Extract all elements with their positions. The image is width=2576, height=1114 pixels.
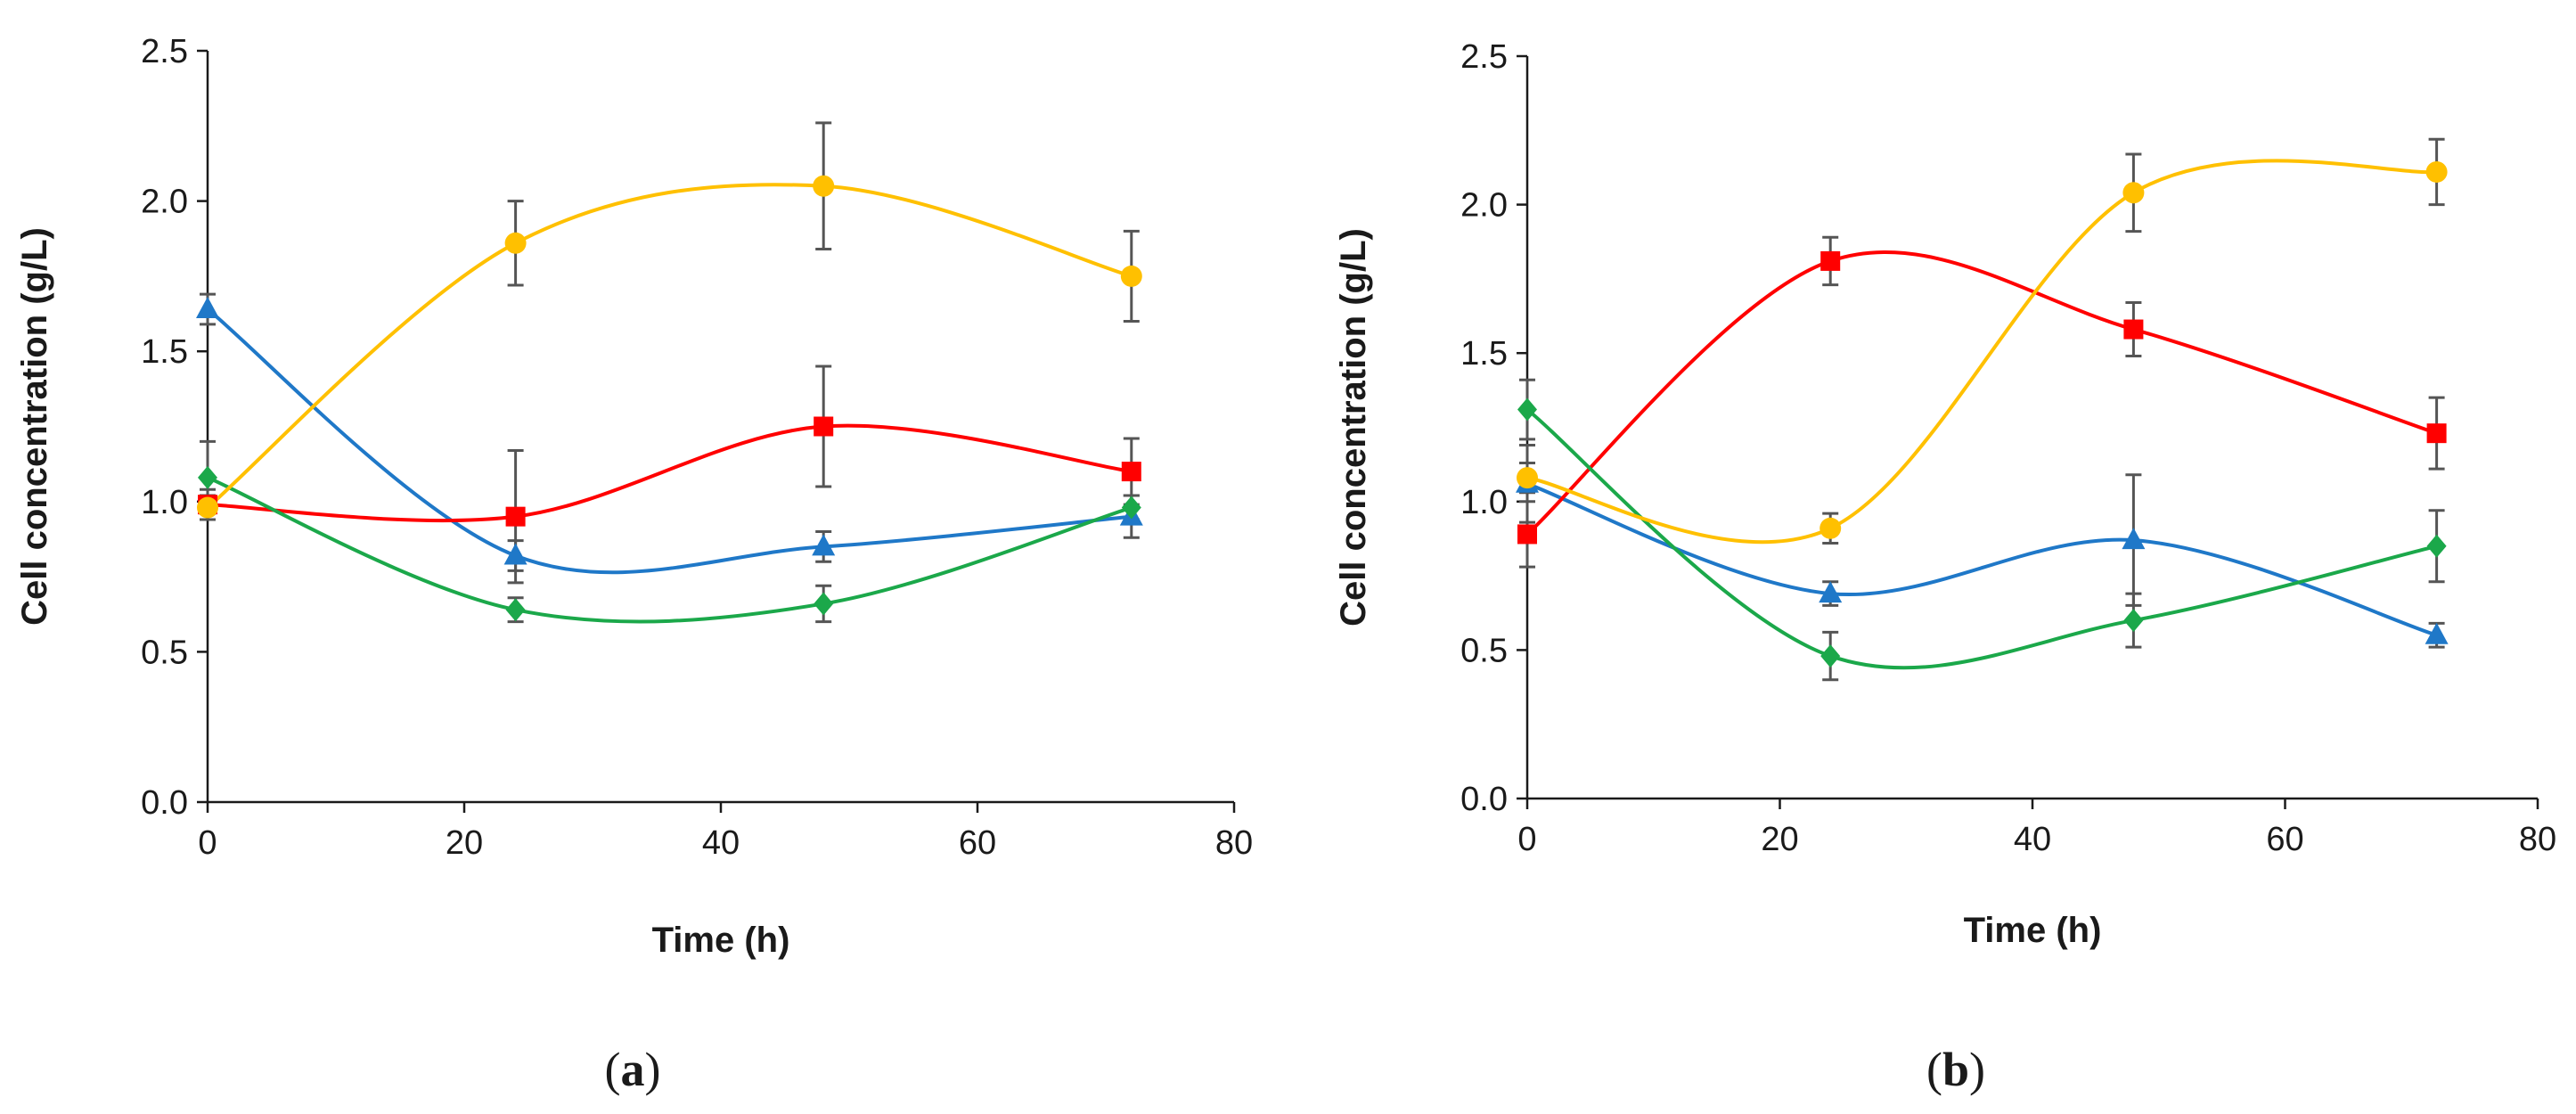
y-tick-label: 1.0: [141, 484, 188, 521]
data-point-triangle: [196, 296, 219, 318]
data-point-diamond: [1517, 397, 1537, 422]
y-tick-label: 0.5: [141, 634, 188, 671]
x-tick-label: 0: [1517, 821, 1536, 858]
series-line-diamond: [1525, 407, 2438, 670]
data-point-square: [1517, 524, 1537, 545]
data-point-square: [1820, 250, 1841, 271]
data-point-square: [2123, 319, 2144, 340]
data-point-circle: [2425, 160, 2448, 183]
data-point-circle: [1120, 265, 1142, 287]
data-point-square: [2426, 423, 2447, 444]
data-point-square: [505, 506, 526, 527]
data-point-diamond: [198, 465, 217, 489]
data-point-diamond: [2426, 534, 2447, 558]
series-line-circle: [1526, 159, 2437, 545]
series-line-triangle: [206, 307, 1132, 575]
panel-label-a: (a): [605, 1043, 661, 1096]
data-point-square: [814, 416, 834, 437]
x-tick-label: 0: [198, 824, 217, 862]
series-line-diamond: [207, 475, 1133, 624]
y-axis-title: Cell concentration (g/L): [15, 227, 54, 626]
x-tick-label: 40: [702, 824, 740, 862]
data-point-triangle: [2425, 622, 2449, 644]
y-tick-label: 0.0: [1460, 781, 1508, 818]
y-tick-label: 2.0: [1460, 187, 1508, 225]
data-point-circle: [197, 496, 218, 519]
data-point-circle: [2122, 182, 2145, 204]
data-point-circle: [1517, 467, 1538, 489]
y-tick-label: 2.5: [1460, 38, 1508, 76]
data-point-diamond: [1820, 644, 1841, 668]
y-tick-label: 2.5: [141, 33, 188, 70]
series-line-square: [1525, 250, 2438, 536]
x-tick-label: 80: [1215, 824, 1253, 862]
data-point-circle: [813, 175, 835, 197]
y-tick-label: 1.5: [141, 333, 188, 371]
series-line-triangle: [1526, 481, 2438, 637]
x-tick-label: 20: [1761, 821, 1798, 858]
data-point-triangle: [2122, 528, 2146, 550]
data-point-diamond: [1121, 496, 1141, 520]
series-line-square: [207, 423, 1133, 523]
y-tick-label: 0.0: [141, 784, 188, 822]
y-axis-title: Cell concentration (g/L): [1334, 228, 1373, 627]
x-axis-title: Time (h): [1964, 911, 2102, 950]
panel-label-b: (b): [1926, 1043, 1985, 1096]
chart-panel-a: 0.0 0.5 1.0 1.5 2.0 2.5 0 20 40 60 80 Time (h) Cell …: [15, 33, 1253, 960]
data-point-circle: [1820, 517, 1842, 539]
data-point-triangle: [1819, 581, 1843, 603]
y-tick-label: 1.5: [1460, 335, 1508, 373]
data-point-diamond: [814, 592, 834, 616]
x-axis-title: Time (h): [652, 921, 790, 960]
x-tick-label: 20: [446, 824, 483, 862]
data-point-square: [1121, 462, 1141, 482]
data-point-circle: [504, 232, 527, 254]
chart-panel-b: 0.0 0.5 1.0 1.5 2.0 2.5 0 20 40 60 80 Time (h) Cell …: [1334, 38, 2556, 950]
y-tick-label: 2.0: [141, 184, 188, 221]
data-point-diamond: [505, 598, 526, 622]
x-tick-label: 60: [959, 824, 996, 862]
data-point-triangle: [503, 543, 527, 565]
y-tick-label: 0.5: [1460, 632, 1508, 669]
x-tick-label: 60: [2266, 821, 2303, 858]
x-tick-label: 40: [2014, 821, 2051, 858]
data-point-diamond: [2123, 609, 2144, 633]
x-tick-label: 80: [2519, 821, 2556, 858]
data-point-triangle: [812, 534, 836, 556]
y-tick-label: 1.0: [1460, 484, 1508, 521]
series-line-circle: [206, 183, 1133, 510]
